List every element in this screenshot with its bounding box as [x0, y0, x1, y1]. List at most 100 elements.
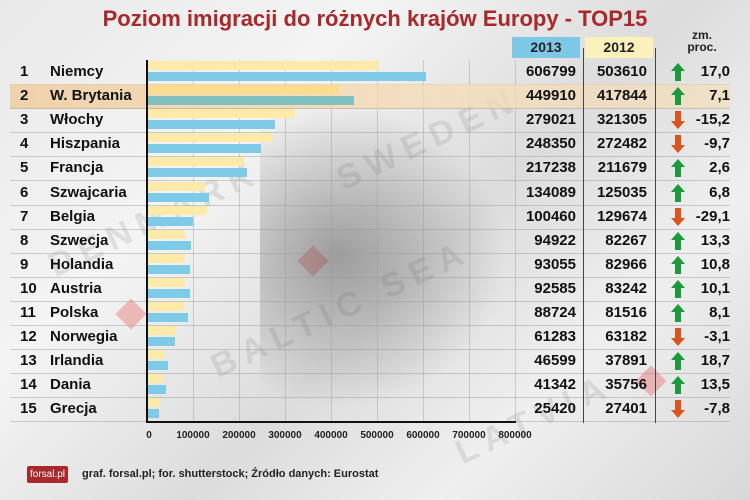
country-name: Hiszpania	[50, 135, 121, 153]
bar-2013	[147, 337, 176, 347]
change-percent: -15,2	[695, 111, 730, 129]
value-2013: 134089	[525, 183, 576, 201]
chart-title: Poziom imigracji do różnych krajów Europ…	[102, 6, 648, 31]
bar-2013	[147, 409, 159, 419]
table-row: 5 Francja 217238 211679 2,6	[10, 156, 730, 182]
rank-number: 5	[20, 159, 29, 177]
arrow-up-icon	[671, 376, 685, 395]
rank-number: 1	[20, 63, 29, 80]
gridline	[515, 60, 516, 421]
arrow-up-icon	[671, 183, 685, 202]
x-tick-label: 0	[146, 430, 152, 441]
value-2012: 211679	[597, 159, 647, 177]
arrow-down-icon	[671, 328, 685, 347]
rank-number: 3	[20, 111, 29, 129]
bar-2013	[147, 72, 427, 81]
value-2012: 503610	[596, 63, 647, 80]
change-percent: 13,5	[700, 376, 730, 394]
country-name: Belgia	[50, 207, 96, 225]
value-2013: 92585	[534, 279, 576, 297]
bar-2013	[147, 361, 169, 371]
value-2012: 63182	[605, 328, 647, 346]
bar-2012	[147, 398, 160, 408]
arrow-up-icon	[671, 352, 685, 371]
table-row: 12 Norwegia 61283 63182 -3,1	[10, 325, 730, 351]
country-name: Grecja	[50, 400, 97, 418]
change-percent: 10,8	[700, 255, 730, 273]
value-2013: 606799	[525, 63, 576, 80]
x-axis-line	[146, 421, 516, 423]
rank-number: 10	[20, 279, 37, 297]
gridline	[193, 60, 194, 421]
gridline	[239, 60, 240, 421]
table-row: 10 Austria 92585 83242 10,1	[10, 277, 730, 302]
bar-2013	[147, 168, 247, 178]
table-row: 1 Niemcy 606799 503610 17,0	[10, 60, 730, 85]
change-percent: -7,8	[704, 400, 730, 418]
value-2012: 321305	[596, 111, 647, 129]
arrow-up-icon	[671, 87, 685, 106]
value-2013: 88724	[534, 304, 576, 321]
value-2012: 125035	[596, 183, 647, 201]
change-percent: 13,3	[700, 231, 730, 249]
value-2012: 27401	[605, 400, 647, 418]
bar-2012	[147, 253, 186, 263]
country-name: Szwajcaria	[50, 183, 127, 201]
header-change: zm. proc.	[672, 29, 732, 53]
country-name: Szwecja	[50, 231, 109, 249]
value-2012: 81516	[605, 304, 647, 321]
header-change-line2: proc.	[687, 40, 717, 54]
rank-number: 13	[20, 352, 37, 370]
change-percent: -29,1	[695, 207, 730, 225]
rank-number: 12	[20, 328, 37, 346]
rank-number: 2	[20, 87, 29, 105]
bar-2012	[147, 350, 165, 360]
change-percent: 6,8	[709, 183, 730, 201]
arrow-down-icon	[671, 111, 685, 130]
forsal-logo: forsal.pl	[27, 466, 68, 483]
value-2013: 217238	[525, 159, 576, 177]
bar-2012	[147, 109, 295, 119]
table-row: 7 Belgia 100460 129674 -29,1	[10, 205, 730, 230]
x-tick-label: 600000	[406, 430, 440, 441]
value-2012: 272482	[596, 135, 647, 153]
change-percent: 17,0	[700, 63, 730, 80]
x-tick-label: 200000	[222, 430, 256, 441]
country-name: Francja	[50, 159, 104, 177]
bar-2013	[147, 288, 190, 298]
country-name: Dania	[50, 376, 91, 394]
arrow-down-icon	[671, 207, 685, 226]
change-percent: 10,1	[700, 279, 730, 297]
country-name: Austria	[50, 279, 102, 297]
arrow-down-icon	[671, 400, 685, 419]
value-2013: 449910	[525, 87, 576, 105]
bar-2012	[147, 326, 177, 336]
rank-number: 9	[20, 255, 29, 273]
x-tick-label: 700000	[452, 430, 486, 441]
country-name: Polska	[50, 304, 99, 321]
bar-2012	[147, 229, 185, 239]
header-change-line1: zm.	[691, 28, 712, 42]
rank-number: 11	[20, 304, 36, 321]
table-row: 15 Grecja 25420 27401 -7,8	[10, 397, 730, 423]
bar-2012	[147, 133, 273, 143]
bar-2013	[147, 240, 191, 250]
value-2013: 248350	[525, 135, 576, 153]
table-row: 4 Hiszpania 248350 272482 -9,7	[10, 132, 730, 158]
rank-number: 6	[20, 183, 29, 201]
column-separator	[583, 48, 584, 423]
change-percent: -9,7	[704, 135, 730, 153]
bar-2012	[147, 277, 186, 287]
value-2013: 100460	[525, 207, 576, 225]
arrow-up-icon	[671, 159, 685, 178]
bar-2012	[147, 157, 245, 167]
header-2012: 2012	[585, 37, 653, 58]
value-2012: 417844	[596, 87, 647, 105]
gridline	[423, 60, 424, 421]
gridline	[331, 60, 332, 421]
value-2012: 83242	[605, 279, 647, 297]
value-2013: 61283	[534, 328, 576, 346]
value-2013: 94922	[534, 231, 576, 249]
arrow-up-icon	[671, 255, 685, 274]
footer-credits: graf. forsal.pl; for. shutterstock; Źród…	[82, 468, 379, 480]
